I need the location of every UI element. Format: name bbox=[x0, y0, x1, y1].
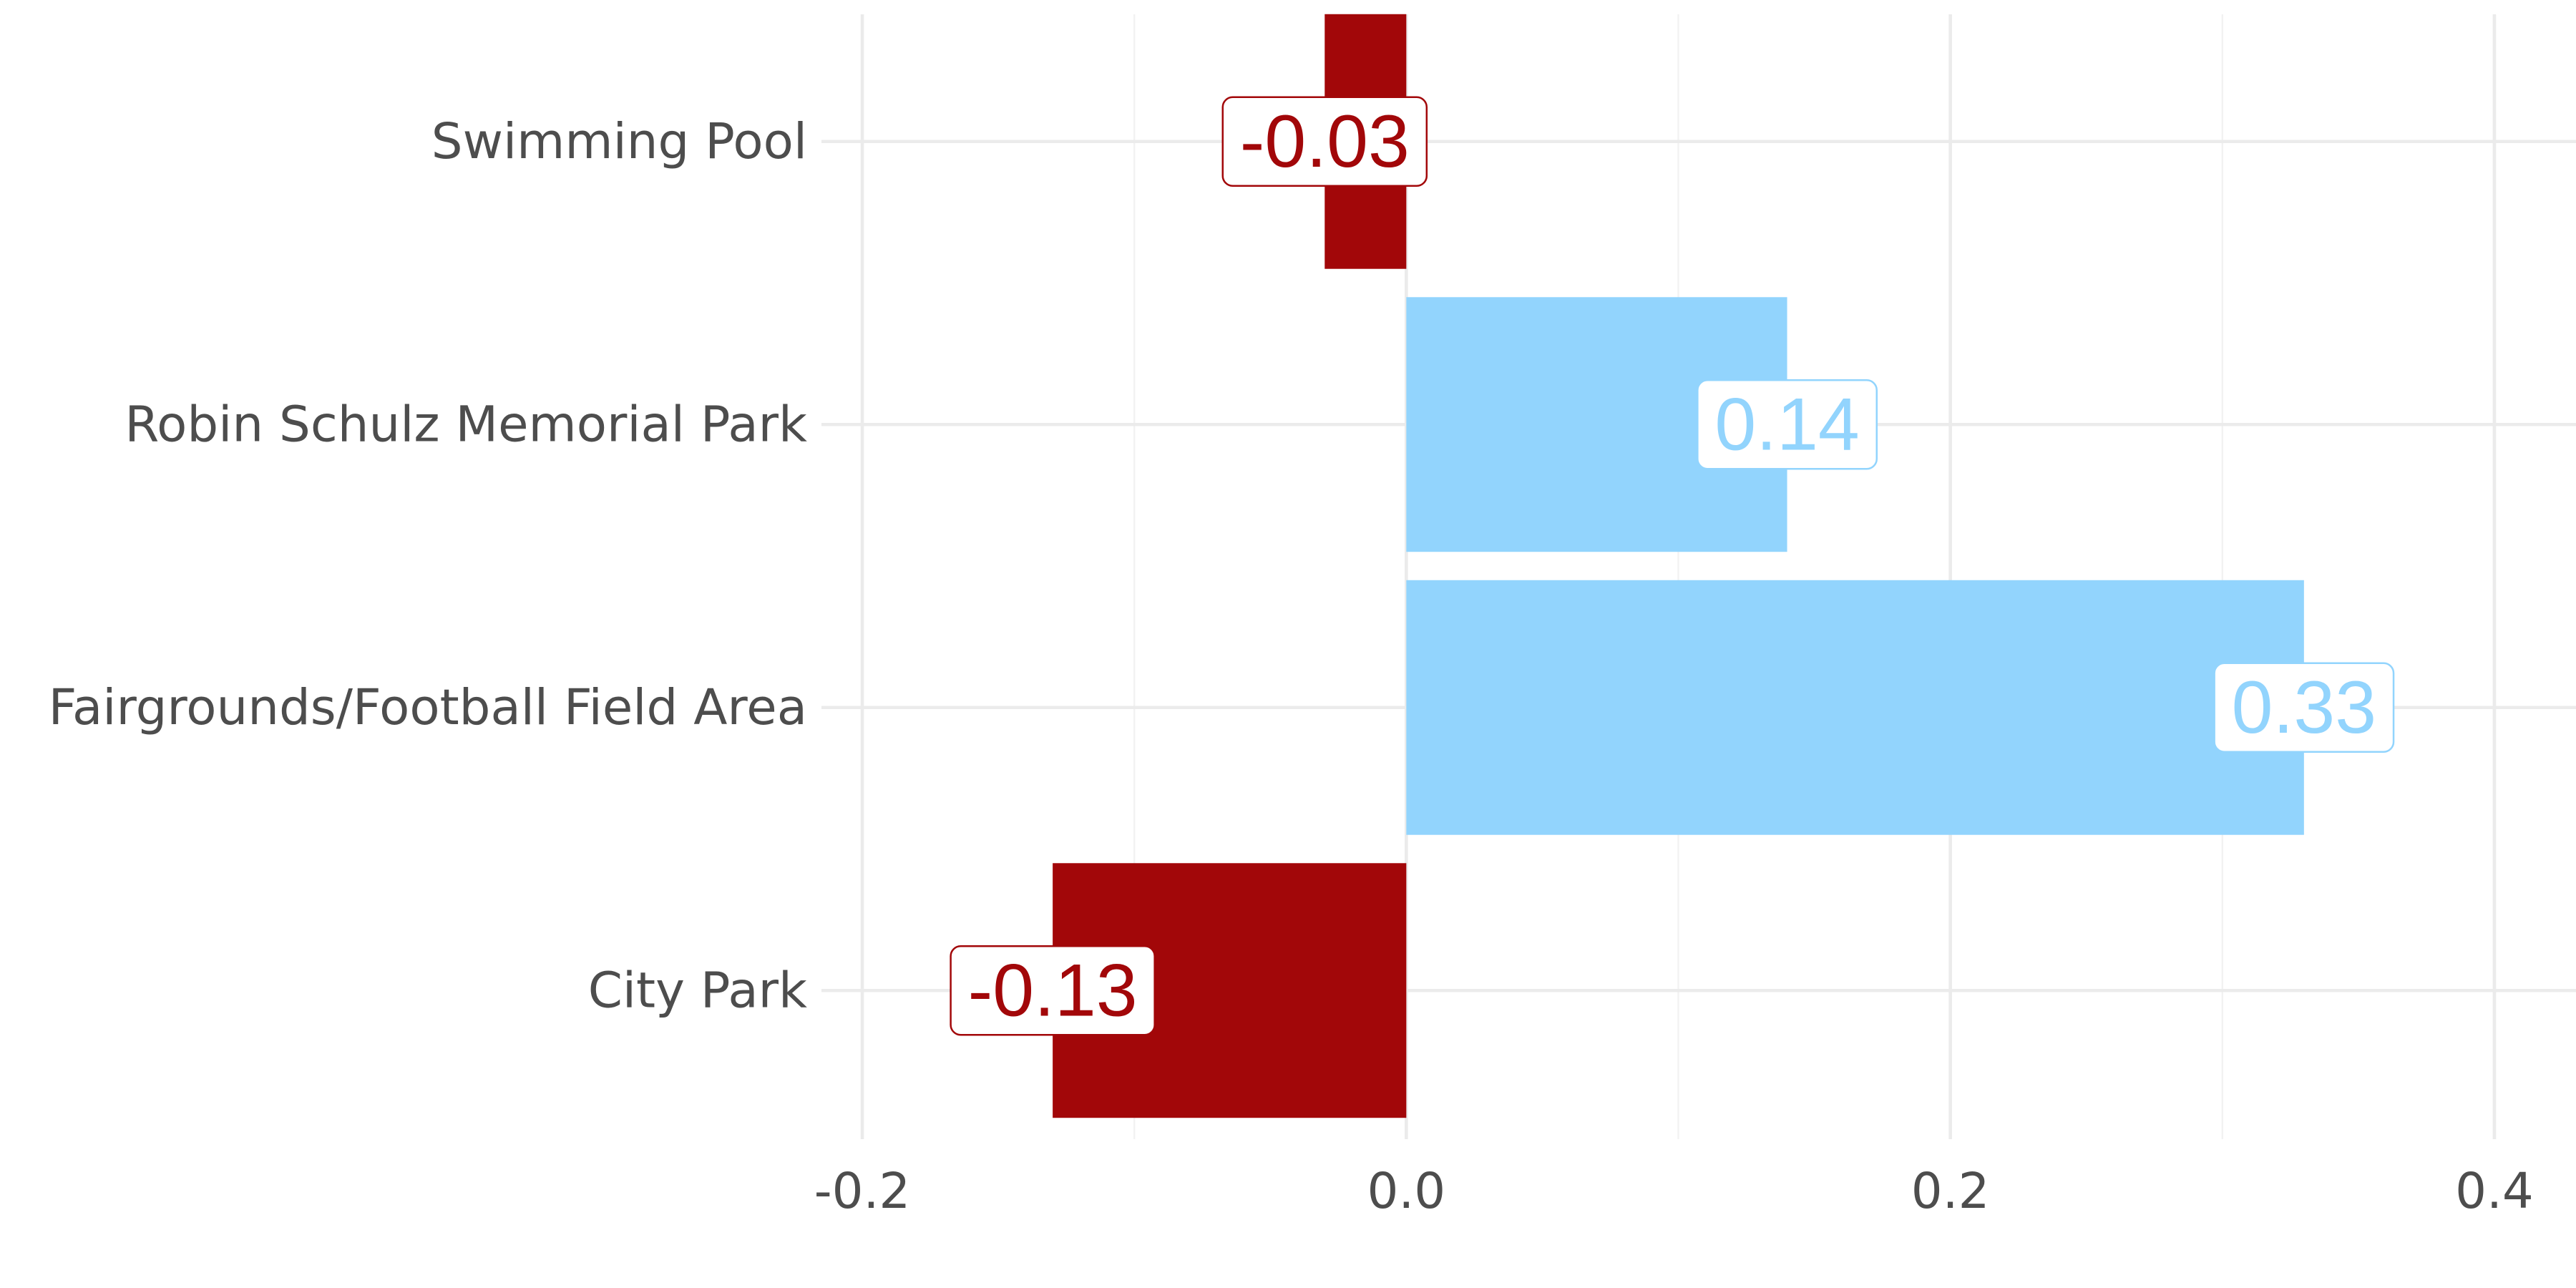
y-axis: Swimming Pool Robin Schulz Memorial Park F… bbox=[49, 113, 807, 1020]
y-tick-label: Fairgrounds/Football Field Area bbox=[49, 679, 807, 736]
x-tick-label: 0.4 bbox=[2455, 1163, 2534, 1220]
data-label: 0.33 bbox=[2232, 666, 2376, 749]
data-label: -0.13 bbox=[968, 949, 1138, 1032]
data-label-box bbox=[2213, 662, 2395, 753]
y-tick-label: City Park bbox=[588, 962, 807, 1019]
data-label: 0.14 bbox=[1714, 383, 1859, 466]
data-label-box bbox=[950, 945, 1156, 1036]
data-labels: -0.03 0.14 0.33 -0.13 bbox=[950, 96, 2395, 1036]
data-label-box bbox=[1697, 379, 1878, 470]
y-tick-label: Robin Schulz Memorial Park bbox=[125, 396, 807, 453]
x-axis: -0.2 0.0 0.2 0.4 bbox=[814, 1163, 2534, 1220]
x-tick-label: 0.2 bbox=[1911, 1163, 1990, 1220]
x-tick-label: -0.2 bbox=[814, 1163, 911, 1220]
data-label-box bbox=[1221, 96, 1428, 187]
y-tick-label: Swimming Pool bbox=[431, 113, 807, 170]
bar bbox=[1406, 580, 2304, 835]
data-label: -0.03 bbox=[1240, 100, 1410, 183]
x-tick-label: 0.0 bbox=[1367, 1163, 1445, 1220]
